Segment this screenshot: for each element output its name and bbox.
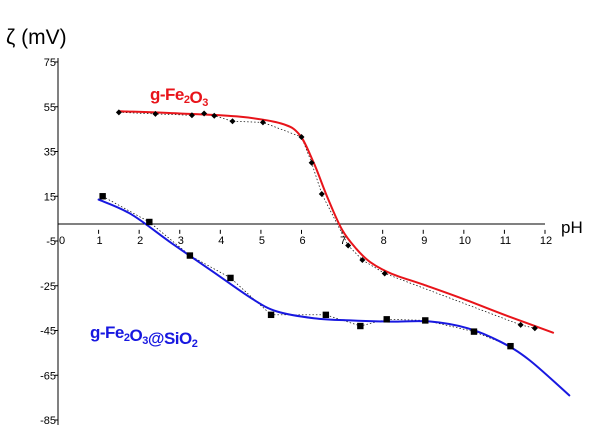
x-tick-label: 5 [259, 235, 265, 247]
x-tick-label: 6 [299, 235, 305, 247]
x-tick-label: 4 [218, 235, 224, 247]
y-tick-label: 75 [44, 57, 56, 69]
y-tick-label: -5 [46, 236, 56, 248]
series-fit-line [97, 198, 571, 397]
y-tick-label: -45 [40, 326, 56, 338]
data-point [359, 257, 366, 264]
series-point-connector [102, 195, 511, 347]
data-point [267, 311, 275, 319]
series-fit-line [117, 110, 555, 334]
series-point-connector [118, 111, 535, 329]
y-tick-label: 35 [44, 147, 56, 159]
x-tick-label: 0 [59, 235, 65, 247]
data-point [322, 311, 330, 319]
y-axis-title: ζ (mV) [6, 26, 67, 49]
data-point [146, 218, 153, 226]
data-point [298, 133, 305, 140]
x-tick-label: 10 [459, 235, 471, 247]
data-point [227, 274, 234, 282]
data-point [531, 325, 538, 332]
x-tick-label: 8 [381, 235, 387, 247]
data-point [201, 110, 208, 117]
x-ticks: 0 1 2 3 4 5 6 7 8 9 10 11 12 [57, 229, 552, 247]
series-label-fe2o3: g-Fe2O3 [150, 85, 208, 109]
data-point [383, 316, 390, 323]
data-point [470, 328, 478, 335]
data-point [308, 159, 315, 166]
data-point [229, 118, 236, 125]
y-tick-label: -65 [40, 370, 56, 382]
x-tick-label: 1 [97, 235, 103, 247]
y-ticks: 75 55 35 15 -5 -25 -45 -65 -85 [40, 57, 58, 425]
y-tick-label: -25 [40, 281, 56, 293]
data-point [188, 112, 195, 119]
y-tick-label: 55 [44, 102, 56, 114]
data-point [507, 342, 514, 350]
x-tick-label: 7 [340, 235, 346, 247]
data-point [422, 317, 429, 324]
data-point [186, 252, 194, 259]
data-point [152, 110, 159, 117]
data-point [318, 191, 325, 198]
data-point [211, 112, 218, 119]
data-point [517, 321, 524, 328]
x-tick-label: 11 [500, 235, 511, 247]
x-tick-label: 9 [421, 235, 427, 247]
x-axis-title: pH [561, 218, 583, 237]
data-point [345, 242, 352, 249]
data-point [381, 270, 388, 277]
y-tick-label: 15 [44, 191, 56, 203]
y-tick-label: -85 [40, 415, 56, 425]
x-tick-label: 12 [540, 235, 552, 247]
data-point [259, 119, 266, 126]
data-point [99, 193, 106, 200]
data-point [115, 109, 122, 116]
fit-curves [97, 110, 571, 397]
data-points [99, 109, 538, 350]
x-tick-label: 2 [137, 235, 143, 247]
data-point [357, 322, 364, 330]
x-tick-label: 3 [178, 235, 184, 247]
series-label-fe2o3-sio2: g-Fe2O3@SiO2 [90, 323, 198, 350]
